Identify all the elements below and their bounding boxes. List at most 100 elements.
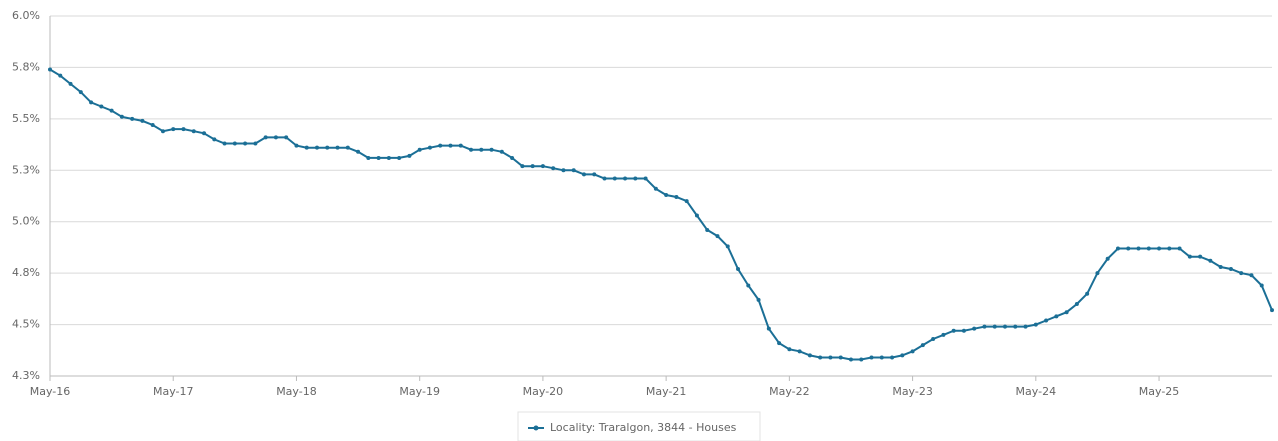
data-point bbox=[684, 199, 689, 204]
data-point bbox=[345, 145, 350, 150]
data-point bbox=[931, 336, 936, 341]
x-tick-label: May-16 bbox=[30, 385, 71, 398]
data-point bbox=[78, 90, 83, 95]
data-point bbox=[766, 326, 771, 331]
data-point bbox=[1003, 324, 1008, 329]
data-point bbox=[777, 341, 782, 346]
data-point bbox=[715, 234, 720, 239]
x-tick-label: May-25 bbox=[1139, 385, 1180, 398]
data-point bbox=[674, 195, 679, 200]
data-point bbox=[335, 145, 340, 150]
data-point bbox=[438, 143, 443, 148]
data-point bbox=[119, 114, 124, 119]
data-point bbox=[499, 149, 504, 154]
data-point bbox=[1115, 246, 1120, 251]
y-tick-label: 6.0% bbox=[12, 9, 40, 22]
y-tick-label: 4.3% bbox=[12, 369, 40, 382]
x-tick-label: May-17 bbox=[153, 385, 194, 398]
data-point bbox=[222, 141, 227, 146]
data-point bbox=[356, 149, 361, 154]
data-point bbox=[736, 267, 741, 272]
x-tick-label: May-20 bbox=[523, 385, 564, 398]
data-point bbox=[1044, 318, 1049, 323]
data-point bbox=[304, 145, 309, 150]
data-point bbox=[386, 155, 391, 160]
data-point bbox=[571, 168, 576, 173]
data-point bbox=[171, 127, 176, 132]
data-point bbox=[869, 355, 874, 360]
data-point bbox=[325, 145, 330, 150]
y-tick-label: 5.5% bbox=[12, 112, 40, 125]
data-point bbox=[1157, 246, 1162, 251]
data-point bbox=[417, 147, 422, 152]
data-point bbox=[890, 355, 895, 360]
data-point bbox=[951, 328, 956, 333]
data-point bbox=[458, 143, 463, 148]
data-point bbox=[1095, 271, 1100, 276]
data-point bbox=[859, 357, 864, 362]
data-point bbox=[1228, 267, 1233, 272]
data-point bbox=[602, 176, 607, 181]
data-point bbox=[109, 108, 114, 113]
data-point bbox=[941, 332, 946, 337]
data-point bbox=[1249, 273, 1254, 278]
data-point bbox=[58, 73, 63, 78]
data-point bbox=[191, 129, 196, 134]
data-point bbox=[910, 349, 915, 354]
x-tick-label: May-23 bbox=[892, 385, 933, 398]
data-point bbox=[1259, 283, 1264, 288]
data-point bbox=[623, 176, 628, 181]
data-point bbox=[479, 147, 484, 152]
data-point bbox=[1146, 246, 1151, 251]
data-point bbox=[530, 164, 535, 169]
data-point bbox=[879, 355, 884, 360]
data-point bbox=[263, 135, 268, 140]
data-point bbox=[643, 176, 648, 181]
data-point bbox=[212, 137, 217, 142]
data-point bbox=[1126, 246, 1131, 251]
data-point bbox=[469, 147, 474, 152]
data-point bbox=[705, 227, 710, 232]
data-point bbox=[99, 104, 104, 109]
x-tick-label: May-21 bbox=[646, 385, 687, 398]
data-point bbox=[633, 176, 638, 181]
data-point bbox=[68, 81, 73, 86]
y-tick-label: 5.0% bbox=[12, 215, 40, 228]
data-point bbox=[150, 123, 155, 128]
data-point bbox=[140, 118, 145, 123]
data-point bbox=[48, 67, 52, 72]
data-point bbox=[653, 186, 658, 191]
data-point bbox=[848, 357, 853, 362]
data-point bbox=[1239, 271, 1244, 276]
data-point bbox=[592, 172, 597, 177]
data-point bbox=[1187, 254, 1192, 259]
series-line bbox=[49, 68, 1273, 361]
data-point bbox=[489, 147, 494, 152]
data-point bbox=[900, 353, 905, 358]
data-point bbox=[920, 343, 925, 348]
data-point bbox=[581, 172, 586, 177]
data-point bbox=[397, 155, 402, 160]
data-point bbox=[1167, 246, 1172, 251]
data-point bbox=[1218, 264, 1223, 269]
data-point bbox=[1013, 324, 1018, 329]
legend-label: Locality: Traralgon, 3844 - Houses bbox=[550, 421, 737, 434]
y-tick-label: 5.3% bbox=[12, 163, 40, 176]
data-point bbox=[818, 355, 823, 360]
x-tick-label: May-24 bbox=[1016, 385, 1057, 398]
data-point bbox=[561, 168, 566, 173]
data-point bbox=[232, 141, 237, 146]
data-point bbox=[407, 153, 412, 158]
data-point bbox=[1136, 246, 1141, 251]
data-point bbox=[448, 143, 453, 148]
data-point bbox=[982, 324, 987, 329]
data-point bbox=[1064, 310, 1069, 315]
data-point bbox=[1023, 324, 1028, 329]
data-point bbox=[797, 349, 802, 354]
data-point bbox=[510, 155, 515, 160]
data-point bbox=[1074, 302, 1079, 306]
data-point bbox=[756, 297, 761, 302]
data-point bbox=[202, 131, 207, 136]
x-tick-label: May-18 bbox=[276, 385, 317, 398]
